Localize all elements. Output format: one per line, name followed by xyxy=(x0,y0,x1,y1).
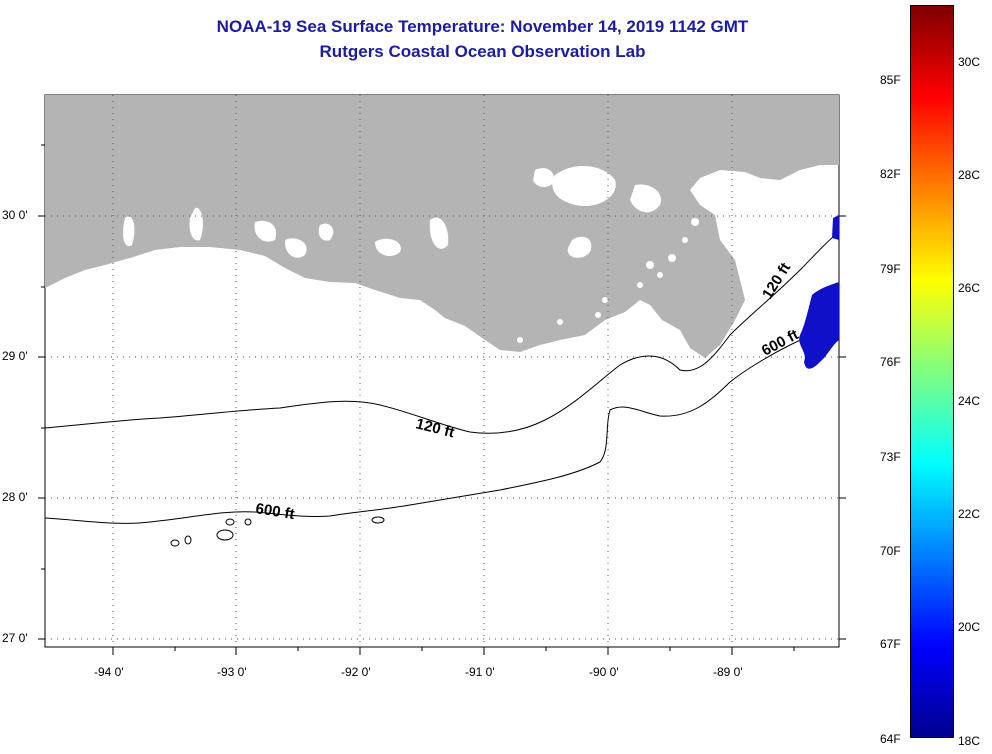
lon-label-90: -90 0' xyxy=(589,665,619,679)
isobath-600ft xyxy=(44,324,840,524)
scale-label-c: 30C xyxy=(958,55,981,69)
lon-label-94: -94 0' xyxy=(94,665,124,679)
lat-label-29: 29 0' xyxy=(2,349,28,363)
scale-label-f: 67F xyxy=(880,637,901,651)
contour-label-600ft-west: 600 ft xyxy=(254,500,295,523)
scale-label-c: 18C xyxy=(958,734,981,748)
scale-label-f: 70F xyxy=(880,544,901,558)
map-title: NOAA-19 Sea Surface Temperature: Novembe… xyxy=(216,17,749,36)
scale-label-c: 24C xyxy=(958,394,981,408)
scale-label-c: 28C xyxy=(958,168,981,182)
map-subtitle: Rutgers Coastal Ocean Observation Lab xyxy=(319,42,646,61)
scale-label-c: 20C xyxy=(958,620,981,634)
graticule xyxy=(45,95,839,647)
scale-label-c: 26C xyxy=(958,281,981,295)
lat-label-28: 28 0' xyxy=(2,490,28,504)
sst-patch xyxy=(799,282,839,369)
scale-label-f: 73F xyxy=(880,450,901,464)
lon-label-89: -89 0' xyxy=(713,665,743,679)
color-scale-bar xyxy=(910,5,954,738)
scale-label-f: 76F xyxy=(880,355,901,369)
isobath-120ft xyxy=(44,231,840,434)
scale-label-f: 79F xyxy=(880,262,901,276)
scale-label-c: 22C xyxy=(958,507,981,521)
scale-label-f: 85F xyxy=(880,73,901,87)
tick-marks xyxy=(38,144,846,655)
lat-label-27: 27 0' xyxy=(2,631,28,645)
lon-label-92: -92 0' xyxy=(341,665,371,679)
scale-label-f: 64F xyxy=(880,732,901,746)
lon-label-93: -93 0' xyxy=(217,665,247,679)
lat-label-30: 30 0' xyxy=(2,208,28,222)
delta-marsh xyxy=(517,218,699,343)
lon-label-91: -91 0' xyxy=(465,665,495,679)
lakes xyxy=(122,165,661,258)
scale-label-f: 82F xyxy=(880,167,901,181)
bathy-closures xyxy=(170,516,385,547)
